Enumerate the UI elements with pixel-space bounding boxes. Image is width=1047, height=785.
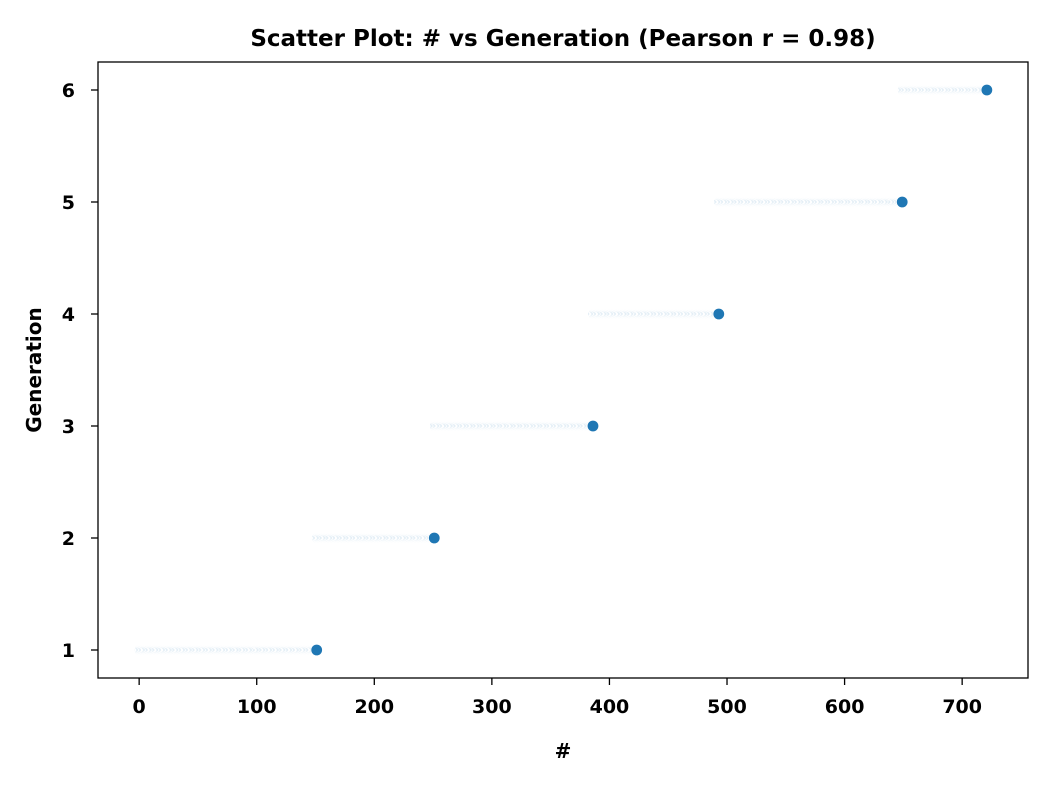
x-tick-label: 700 bbox=[942, 696, 982, 718]
plot-area-frame bbox=[97, 61, 1029, 679]
y-tick-label: 2 bbox=[62, 528, 75, 550]
y-tick-label: 6 bbox=[62, 80, 75, 102]
y-tick-label: 5 bbox=[62, 192, 75, 214]
y-tick-label: 1 bbox=[62, 640, 75, 662]
x-tick-label: 600 bbox=[825, 696, 865, 718]
x-tick-label: 400 bbox=[590, 696, 630, 718]
data-point bbox=[427, 531, 441, 545]
x-tick-label: 200 bbox=[354, 696, 394, 718]
x-tick-label: 100 bbox=[237, 696, 277, 718]
data-point bbox=[895, 195, 909, 209]
x-tick-label: 500 bbox=[707, 696, 747, 718]
x-axis: 0 100 200 300 400 500 600 700 bbox=[133, 678, 982, 718]
y-tick-label: 3 bbox=[62, 416, 75, 438]
y-axis: 1 2 3 4 5 6 bbox=[62, 80, 98, 662]
data-point bbox=[980, 83, 994, 97]
y-tick-label: 4 bbox=[62, 304, 75, 326]
data-point bbox=[310, 643, 324, 657]
x-tick-label: 300 bbox=[472, 696, 512, 718]
y-axis-label: Generation bbox=[22, 307, 46, 433]
data-point bbox=[586, 419, 600, 433]
data-point bbox=[712, 307, 726, 321]
chart-title: Scatter Plot: # vs Generation (Pearson r… bbox=[250, 26, 875, 52]
data-points bbox=[133, 83, 994, 657]
x-tick-label: 0 bbox=[133, 696, 146, 718]
x-axis-label: # bbox=[555, 739, 572, 763]
